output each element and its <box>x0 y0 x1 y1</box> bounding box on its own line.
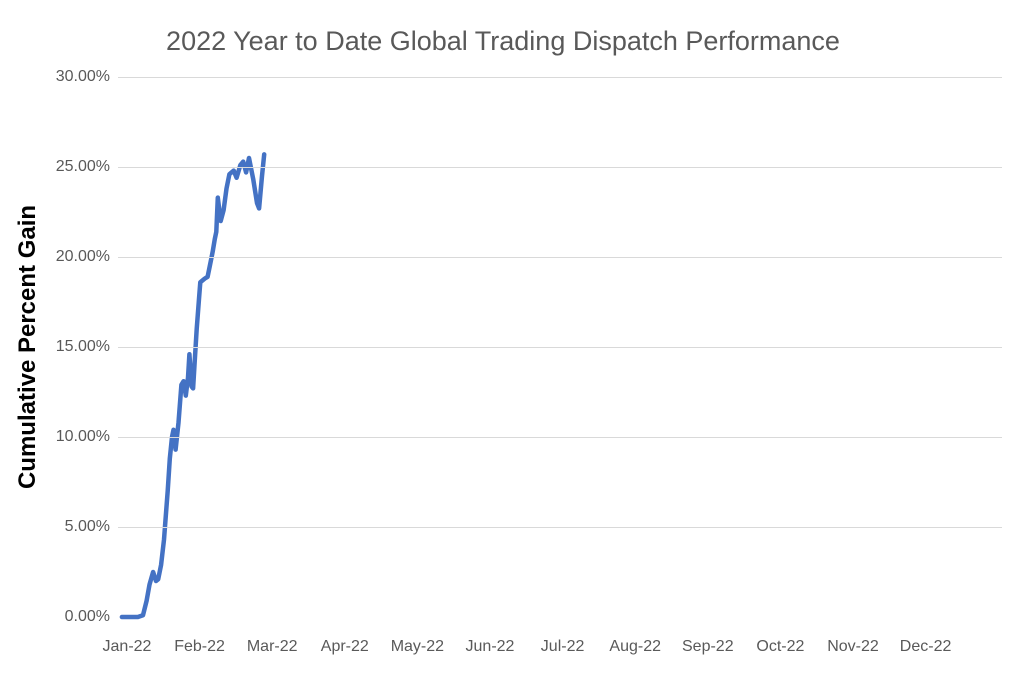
y-tick-label: 20.00% <box>55 248 110 265</box>
x-tick-label: Jul-22 <box>540 638 585 655</box>
y-tick-label: 30.00% <box>55 68 110 85</box>
x-tick-label: Jan-22 <box>102 638 152 655</box>
x-tick-label: Feb-22 <box>174 638 225 655</box>
y-tick-label: 25.00% <box>55 158 110 175</box>
x-tick-label: Nov-22 <box>827 638 879 655</box>
x-tick-label: Sep-22 <box>682 638 734 655</box>
gridline-30pct <box>118 77 1002 78</box>
x-tick-label: Dec-22 <box>899 638 952 655</box>
y-tick-label: 15.00% <box>55 338 110 355</box>
y-tick-label: 5.00% <box>64 518 110 535</box>
x-tick-label: Aug-22 <box>609 638 661 655</box>
performance-line <box>119 152 267 620</box>
gridline-10pct <box>118 437 1002 438</box>
x-tick-label: May-22 <box>390 638 445 655</box>
x-tick-label: Mar-22 <box>246 638 298 655</box>
gridline-5pct <box>118 527 1002 528</box>
y-tick-label: 0.00% <box>64 608 110 625</box>
gridline-25pct <box>118 167 1002 168</box>
gridline-20pct <box>118 257 1002 258</box>
x-tick-label: Oct-22 <box>756 638 805 655</box>
y-tick-label: 10.00% <box>55 428 110 445</box>
x-tick-label: Jun-22 <box>465 638 515 655</box>
chart-title: 2022 Year to Date Global Trading Dispatc… <box>166 26 840 56</box>
gridline-15pct <box>118 347 1002 348</box>
x-tick-label: Apr-22 <box>320 638 369 655</box>
